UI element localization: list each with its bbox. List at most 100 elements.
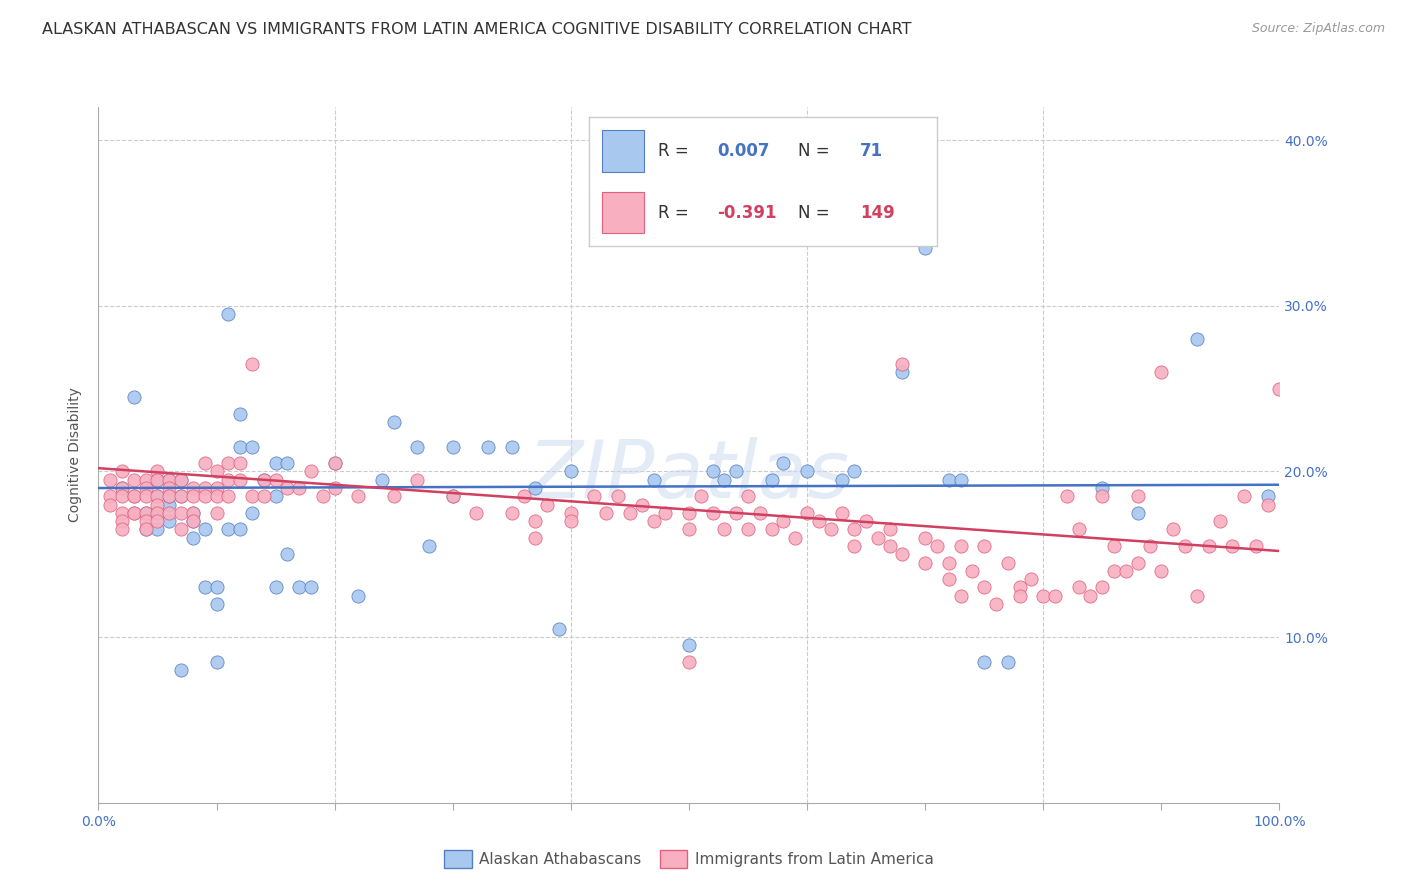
Point (441, 440, 464, 454)
Point (831, 506, 853, 520)
Point (1102, 539, 1125, 553)
Point (194, 489, 217, 503)
Point (276, 481, 298, 495)
Point (240, 489, 263, 503)
Point (678, 639, 700, 653)
Point (205, 597, 228, 611)
Point (501, 506, 523, 520)
Point (1032, 589, 1054, 603)
Point (654, 506, 676, 520)
Point (984, 597, 1007, 611)
Point (418, 539, 440, 553)
Point (181, 514, 204, 528)
Point (938, 473, 960, 487)
Point (181, 481, 204, 495)
Point (524, 481, 547, 495)
Point (441, 489, 464, 503)
Point (170, 523, 193, 537)
Point (135, 523, 157, 537)
Point (146, 473, 169, 487)
Point (844, 465, 866, 479)
Point (157, 498, 180, 512)
Point (441, 489, 464, 503)
Point (229, 456, 252, 470)
Point (181, 514, 204, 528)
Point (229, 523, 252, 537)
Point (761, 523, 783, 537)
Point (157, 473, 180, 487)
Point (135, 473, 157, 487)
Point (890, 365, 912, 379)
Point (973, 539, 995, 553)
Point (98, 498, 121, 512)
Point (347, 489, 370, 503)
Point (382, 415, 405, 429)
Point (205, 481, 228, 495)
Point (949, 539, 972, 553)
Point (217, 523, 239, 537)
Point (382, 489, 405, 503)
Point (135, 506, 157, 520)
Point (1126, 556, 1149, 570)
Point (796, 465, 818, 479)
Point (98, 489, 121, 503)
Point (170, 489, 193, 503)
Point (1161, 523, 1184, 537)
Point (253, 489, 276, 503)
Point (879, 523, 901, 537)
Point (1091, 581, 1114, 595)
Point (702, 465, 724, 479)
Point (146, 523, 169, 537)
Text: ZIPatlas: ZIPatlas (527, 437, 851, 515)
Point (146, 465, 169, 479)
Point (122, 489, 145, 503)
Point (194, 523, 217, 537)
Point (323, 456, 346, 470)
Point (772, 514, 794, 528)
Point (689, 489, 711, 503)
Point (205, 489, 228, 503)
Point (748, 506, 770, 520)
Point (146, 506, 169, 520)
Point (737, 523, 759, 537)
Point (595, 506, 617, 520)
Point (725, 506, 748, 520)
Point (170, 473, 193, 487)
Point (536, 498, 558, 512)
Point (111, 506, 134, 520)
Point (253, 473, 276, 487)
Point (111, 514, 134, 528)
Point (925, 539, 948, 553)
Point (157, 514, 180, 528)
Point (276, 456, 298, 470)
Point (181, 506, 204, 520)
Point (938, 572, 960, 586)
Point (170, 506, 193, 520)
Point (98, 473, 121, 487)
Point (1043, 589, 1066, 603)
Point (1244, 539, 1267, 553)
Point (181, 506, 204, 520)
Point (524, 514, 547, 528)
Point (157, 481, 180, 495)
Point (194, 581, 217, 595)
Point (807, 514, 830, 528)
Point (240, 440, 263, 454)
Point (205, 581, 228, 595)
Point (560, 514, 582, 528)
Point (111, 481, 134, 495)
Point (217, 307, 239, 321)
Y-axis label: Cognitive Disability: Cognitive Disability (69, 387, 83, 523)
Point (879, 539, 901, 553)
Point (406, 473, 429, 487)
Point (1067, 581, 1090, 595)
Point (264, 456, 287, 470)
Point (973, 655, 995, 669)
Point (702, 506, 724, 520)
Point (1021, 572, 1043, 586)
Point (122, 390, 145, 404)
Point (122, 473, 145, 487)
Point (643, 514, 665, 528)
Point (1198, 539, 1220, 553)
Point (194, 481, 217, 495)
